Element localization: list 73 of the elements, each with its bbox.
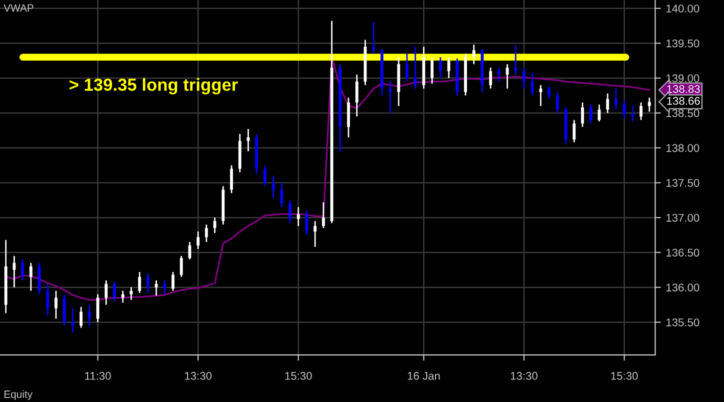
candlestick (80, 306, 83, 328)
candlestick (263, 164, 266, 187)
candlestick (556, 91, 559, 114)
candlestick (130, 286, 133, 301)
candlestick (314, 220, 317, 248)
candlestick (21, 258, 24, 282)
candlestick (631, 105, 634, 122)
candlestick (146, 272, 150, 294)
candlestick (406, 53, 408, 82)
y-tick-label: 138.00 (666, 144, 700, 152)
candlestick (472, 44, 476, 65)
candlestick (497, 66, 500, 82)
candlestick (163, 280, 166, 295)
x-tick-label: 15:30 (611, 372, 638, 380)
y-tick-label: 135.50 (666, 318, 700, 326)
candlestick (355, 74, 358, 118)
text: 138.83 (667, 85, 700, 93)
candlestick (522, 66, 526, 90)
candlestick (88, 304, 91, 326)
text: 138.66 (667, 96, 700, 105)
candlestick (230, 164, 233, 194)
ref-line-label: > 139.35 long trigger (70, 78, 238, 94)
candlestick (489, 66, 492, 90)
candlestick (648, 96, 651, 112)
y-tick-label: 136.50 (666, 248, 700, 257)
candlestick (204, 224, 208, 243)
text: Equity (4, 390, 33, 400)
y-tick-label: 138.50 (666, 109, 700, 118)
candlestick (622, 100, 626, 120)
candlestick (589, 104, 592, 124)
candlestick (138, 271, 142, 294)
y-tick-label: 139.50 (666, 40, 700, 48)
candlestick (54, 290, 58, 320)
candlestick (514, 44, 518, 76)
candlestick (104, 280, 108, 306)
candlestick (46, 283, 50, 316)
candlestick (614, 88, 618, 110)
candlestick (548, 86, 551, 100)
x-tick-label: 13:30 (510, 372, 538, 380)
x-tick-label: 15:30 (285, 372, 312, 380)
candlestick (196, 230, 200, 250)
candlestick (12, 255, 16, 288)
candlestick (447, 56, 450, 79)
candlestick (296, 206, 300, 227)
candlestick (288, 199, 292, 224)
candlestick (280, 182, 284, 208)
candlestick (572, 119, 576, 143)
candlestick (372, 22, 376, 54)
candlestick (581, 102, 584, 128)
x-tick-label: 13:30 (185, 372, 212, 380)
x-tick-label: 16 Jan (408, 372, 440, 380)
y-tick-label: 136.00 (666, 284, 700, 292)
candlestick (438, 56, 442, 79)
candlestick (71, 308, 74, 334)
candlestick (530, 72, 534, 96)
candlestick (172, 271, 174, 292)
y-tick-label: 140.00 (666, 4, 700, 13)
candlestick (113, 281, 116, 302)
candlestick (121, 290, 124, 304)
candlestick (430, 56, 434, 84)
candlestick (180, 255, 183, 278)
x-tick-label: 11:30 (85, 372, 111, 380)
annotation: VWAP (4, 4, 34, 12)
candlestick (388, 80, 392, 114)
candlestick (414, 46, 417, 90)
y-tick-label: 139.00 (666, 74, 700, 82)
candlestick (506, 63, 509, 90)
y-tick-label: 137.50 (666, 178, 700, 187)
candlestick (640, 102, 642, 121)
candlestick (322, 202, 325, 229)
candlestick (606, 92, 610, 114)
candlestick (29, 262, 32, 292)
y-tick-label: 137.00 (666, 214, 700, 222)
